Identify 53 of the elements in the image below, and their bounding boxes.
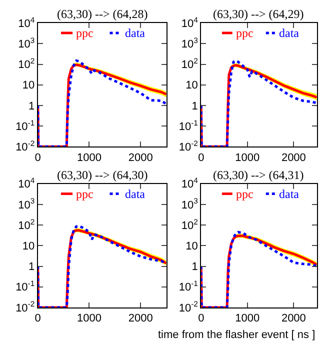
x-tick-label: 2000 xyxy=(128,152,153,164)
x-tick-label: 0 xyxy=(34,312,41,325)
y-tick-label: 1 xyxy=(192,261,198,274)
y-tick-label: 10$^{4}$ xyxy=(181,176,199,191)
legend-label: data xyxy=(279,26,300,40)
legend-label: ppc xyxy=(236,187,254,201)
legend-label: data xyxy=(125,26,146,40)
y-tick-label: 10$^{2}$ xyxy=(181,217,198,232)
chart-title: (63,30) --> (64,31) xyxy=(213,168,304,182)
x-tick-label: 2000 xyxy=(128,312,153,325)
chart-title: (63,30) --> (64,30) xyxy=(57,168,148,182)
y-tick-label: 10$^{3}$ xyxy=(181,196,198,212)
y-tick-label: 10$^{3}$ xyxy=(18,196,35,212)
legend-label: ppc xyxy=(76,26,94,40)
y-tick-label: 10$^{-1}$ xyxy=(178,118,198,133)
y-tick-label: 10$^{-2}$ xyxy=(178,138,198,154)
y-tick-label: 10$^{4}$ xyxy=(18,15,36,30)
x-tick-label: 2000 xyxy=(281,152,306,164)
y-tick-label: 10$^{2}$ xyxy=(18,56,35,72)
legend-label: data xyxy=(125,187,146,201)
y-tick-label: 10 xyxy=(22,80,35,92)
y-tick-label: 10$^{-1}$ xyxy=(16,118,35,133)
y-tick-label: 10 xyxy=(186,240,198,253)
y-tick-label: 10 xyxy=(22,240,35,253)
legend-label: data xyxy=(279,187,300,201)
y-tick-label: 10$^{-1}$ xyxy=(178,279,198,294)
x-tick-label: 1000 xyxy=(235,312,260,325)
y-tick-label: 1 xyxy=(28,100,35,112)
x-tick-label: 1000 xyxy=(76,312,102,325)
y-tick-label: 10$^{-2}$ xyxy=(16,300,35,314)
legend-label: ppc xyxy=(76,187,94,201)
x-tick-label: 1000 xyxy=(235,152,260,164)
y-tick-label: 10$^{3}$ xyxy=(18,36,35,51)
y-tick-label: 10$^{-2}$ xyxy=(178,300,198,314)
legend-label: ppc xyxy=(236,26,254,40)
y-tick-label: 10$^{4}$ xyxy=(18,176,36,191)
y-tick-label: 10$^{3}$ xyxy=(181,36,198,51)
x-tick-label: 0 xyxy=(34,152,41,164)
y-tick-label: 10$^{2}$ xyxy=(181,56,198,72)
x-tick-label: 1000 xyxy=(76,152,102,164)
y-tick-label: 10 xyxy=(186,80,198,92)
chart-title: (63,30) --> (64,29) xyxy=(213,7,304,21)
y-tick-label: 1 xyxy=(192,100,198,112)
x-tick-label: 0 xyxy=(198,312,204,325)
y-tick-label: 1 xyxy=(28,261,35,274)
x-axis-title: time from the flasher event [ ns ] xyxy=(158,329,316,341)
y-tick-label: 10$^{-1}$ xyxy=(16,279,35,294)
y-tick-label: 10$^{4}$ xyxy=(181,15,199,30)
x-tick-label: 0 xyxy=(198,152,204,164)
y-tick-label: 10$^{-2}$ xyxy=(16,138,35,154)
x-tick-label: 2000 xyxy=(281,312,306,325)
chart-title: (63,30) --> (64,28) xyxy=(57,7,148,21)
y-tick-label: 10$^{2}$ xyxy=(18,217,35,232)
